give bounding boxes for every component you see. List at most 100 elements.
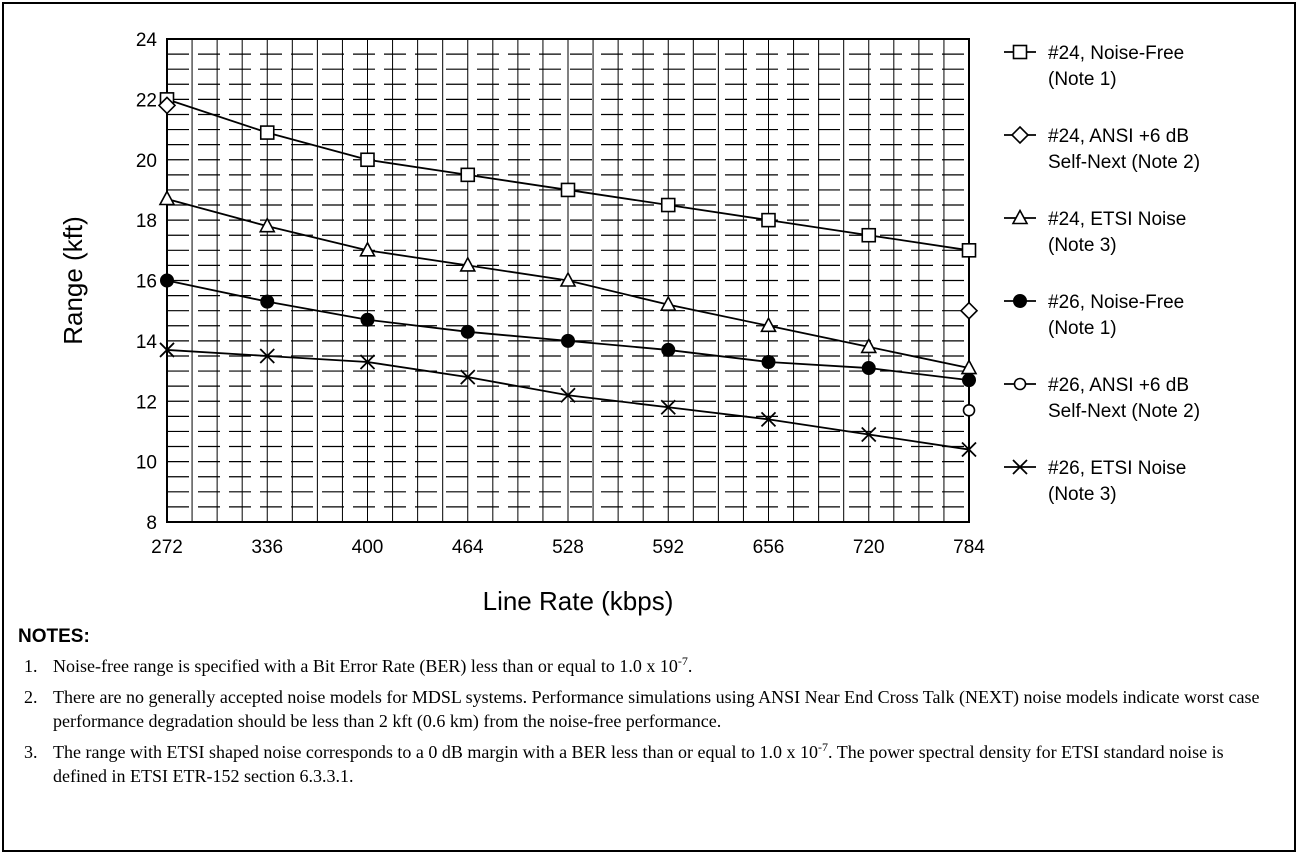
legend-entry-4: #26, Noise-Free (Note 1) bbox=[1004, 292, 1184, 339]
marker-x-cross bbox=[259, 348, 275, 364]
marker-open-square bbox=[761, 212, 776, 228]
marker-open-square bbox=[961, 243, 977, 258]
marker-x-stroke bbox=[760, 411, 777, 427]
note-number: 1. bbox=[24, 656, 38, 676]
marker-open-square bbox=[360, 152, 375, 168]
series-6 bbox=[159, 342, 977, 458]
series-5 bbox=[962, 404, 976, 417]
y-tick-label: 8 bbox=[146, 513, 157, 534]
marker-filled-circle bbox=[962, 373, 976, 388]
series-3 bbox=[158, 189, 978, 375]
y-tick-label: 16 bbox=[136, 272, 157, 293]
x-tick-label: 272 bbox=[151, 537, 183, 558]
series-4 bbox=[160, 273, 976, 388]
marker-x-stroke bbox=[861, 426, 877, 443]
marker-x-stroke bbox=[560, 387, 576, 403]
marker-open-triangle bbox=[258, 216, 276, 233]
legend: #24, Noise-Free (Note 1) #24, ANSI +6 dB Se… bbox=[1004, 43, 1200, 505]
marker-open-triangle bbox=[1011, 208, 1029, 225]
marker-open-square bbox=[1012, 44, 1028, 60]
marker-open-diamond bbox=[959, 301, 979, 320]
marker-x-stroke bbox=[1012, 459, 1028, 475]
marker-open-triangle bbox=[659, 295, 677, 311]
marker-filled-circle bbox=[561, 333, 575, 348]
x-axis-label: Line Rate (kbps) bbox=[483, 586, 674, 616]
series bbox=[157, 92, 979, 458]
y-tick-label: 24 bbox=[136, 30, 158, 51]
legend-note: (Note 1) bbox=[1048, 69, 1117, 90]
marker-open-diamond bbox=[157, 96, 177, 115]
marker-open-triangle bbox=[760, 316, 777, 333]
y-axis-label: Range (kft) bbox=[58, 216, 88, 345]
note-number: 3. bbox=[24, 742, 38, 762]
y-tick-label: 20 bbox=[136, 151, 157, 172]
x-tick-label: 720 bbox=[853, 537, 885, 558]
marker-filled-circle bbox=[861, 361, 876, 376]
marker-x-cross bbox=[359, 354, 376, 370]
legend-label: #24, ETSI Noise bbox=[1048, 209, 1186, 230]
range-vs-line-rate-chart: 8 10 12 14 16 18 20 22 24 272 336 400 464 528 592 656 72… bbox=[58, 30, 1200, 616]
marker-x-stroke bbox=[460, 369, 476, 385]
x-tick-label: 528 bbox=[552, 537, 584, 558]
x-tick-label: 656 bbox=[753, 537, 785, 558]
marker-filled-circle bbox=[160, 273, 174, 288]
marker-open-triangle bbox=[359, 241, 376, 257]
legend-note: Self-Next (Note 2) bbox=[1048, 152, 1200, 173]
legend-entry-1: #24, Noise-Free (Note 1) bbox=[1004, 43, 1184, 90]
marker-open-diamond bbox=[1010, 125, 1030, 145]
marker-x-cross bbox=[560, 387, 576, 403]
note-superscript: -7 bbox=[818, 740, 829, 754]
marker-filled-circle bbox=[761, 355, 776, 370]
x-tick-label: 464 bbox=[452, 537, 484, 558]
note-text: Noise-free range is specified with a Bit… bbox=[53, 656, 678, 676]
marker-open-circle bbox=[962, 404, 976, 417]
marker-x-cross bbox=[660, 399, 676, 415]
note-number: 2. bbox=[24, 687, 38, 707]
marker-x-stroke bbox=[159, 342, 175, 358]
marker-filled-circle bbox=[460, 324, 475, 339]
marker-x-stroke bbox=[359, 354, 376, 370]
legend-label: #26, ANSI +6 dB bbox=[1048, 375, 1189, 396]
marker-open-square bbox=[660, 197, 676, 213]
y-tick-label: 12 bbox=[136, 392, 157, 413]
marker-filled-circle bbox=[661, 342, 676, 357]
x-tick-label: 400 bbox=[352, 537, 384, 558]
x-tick-label: 336 bbox=[251, 537, 283, 558]
note-item-2: 2. There are no generally accepted noise… bbox=[24, 685, 1274, 733]
x-tick-label: 784 bbox=[953, 537, 985, 558]
marker-x-cross bbox=[460, 369, 476, 385]
marker-x-stroke bbox=[961, 441, 977, 458]
note-text-end: . bbox=[687, 656, 693, 676]
legend-label: #24, ANSI +6 dB bbox=[1048, 126, 1189, 147]
note-superscript: -7 bbox=[677, 654, 688, 668]
marker-open-triangle bbox=[158, 189, 176, 206]
marker-x-stroke bbox=[660, 399, 676, 415]
legend-label: #24, Noise-Free bbox=[1048, 43, 1184, 64]
marker-open-square bbox=[259, 125, 275, 140]
marker-open-triangle bbox=[559, 271, 577, 287]
legend-note: (Note 3) bbox=[1048, 235, 1117, 256]
y-tick-label: 22 bbox=[136, 90, 157, 111]
y-tick-label: 14 bbox=[136, 332, 158, 353]
note-item-3: 3. The range with ETSI shaped noise corr… bbox=[24, 740, 1274, 788]
legend-label: #26, ETSI Noise bbox=[1048, 458, 1186, 479]
marker-open-square bbox=[861, 227, 877, 243]
legend-label: #26, Noise-Free bbox=[1048, 292, 1184, 313]
grid bbox=[167, 39, 969, 522]
legend-note: (Note 3) bbox=[1048, 484, 1117, 505]
marker-open-triangle bbox=[860, 337, 878, 354]
marker-open-triangle bbox=[459, 256, 477, 272]
notes-list: 1. Noise-free range is specified with a … bbox=[24, 654, 1274, 795]
axes: 8 10 12 14 16 18 20 22 24 272 336 400 464 528 592 656 72… bbox=[58, 30, 985, 616]
marker-x-cross bbox=[159, 342, 175, 358]
notes-title: NOTES: bbox=[18, 626, 90, 647]
legend-entry-3: #24, ETSI Noise (Note 3) bbox=[1004, 208, 1186, 256]
marker-filled-circle bbox=[1013, 294, 1027, 308]
marker-x-cross bbox=[861, 426, 877, 443]
note-item-1: 1. Noise-free range is specified with a … bbox=[24, 654, 1274, 678]
legend-note: (Note 1) bbox=[1048, 318, 1117, 339]
y-tick-label: 10 bbox=[136, 453, 157, 474]
marker-filled-circle bbox=[360, 312, 375, 327]
marker-x-stroke bbox=[259, 348, 275, 364]
